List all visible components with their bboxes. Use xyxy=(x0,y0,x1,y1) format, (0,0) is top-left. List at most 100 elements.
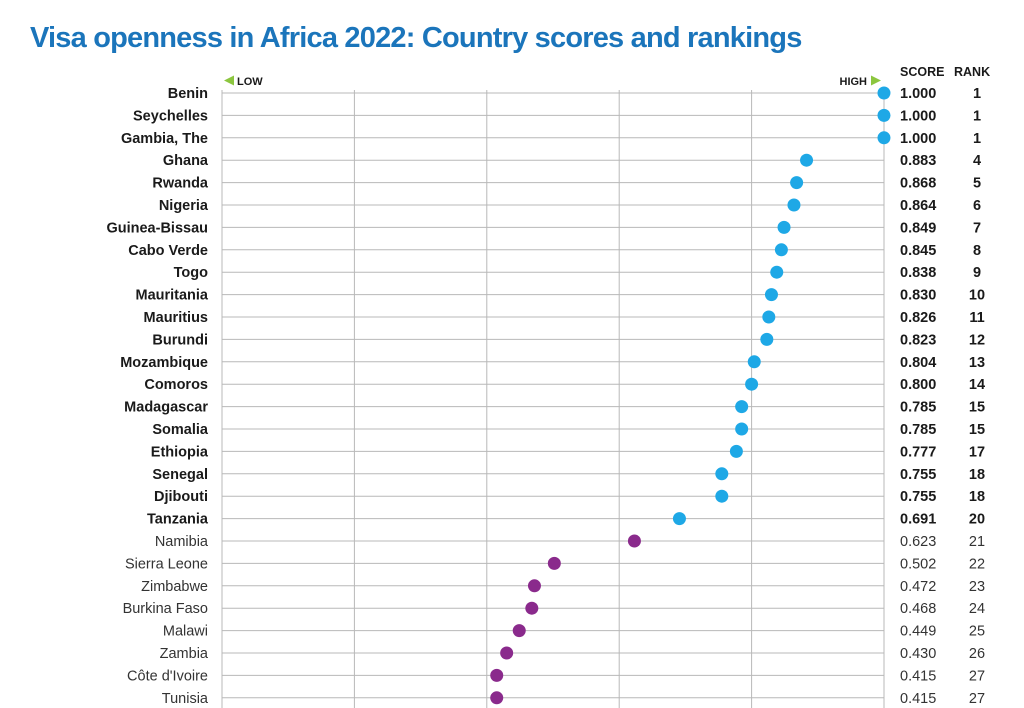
score-dot xyxy=(777,220,791,234)
rank-value: 15 xyxy=(969,400,985,416)
country-label: Mauritius xyxy=(144,310,208,326)
country-label: Zambia xyxy=(160,646,209,662)
score-value: 0.785 xyxy=(900,400,936,416)
score-value: 1.000 xyxy=(900,108,936,124)
score-dot xyxy=(490,668,504,682)
score-value: 0.864 xyxy=(900,198,936,214)
score-dot xyxy=(800,153,814,167)
score-dot xyxy=(764,288,778,302)
high-arrow-icon xyxy=(871,75,881,86)
country-label: Senegal xyxy=(152,467,208,483)
score-value: 0.468 xyxy=(900,601,936,617)
score-dot xyxy=(715,489,729,503)
gridlines xyxy=(221,90,885,708)
rank-value: 8 xyxy=(973,243,981,259)
score-dot xyxy=(760,332,774,346)
score-value: 0.845 xyxy=(900,243,936,259)
rank-value: 1 xyxy=(973,108,981,124)
score-value: 0.826 xyxy=(900,310,936,326)
score-value: 0.823 xyxy=(900,332,936,348)
country-label: Malawi xyxy=(163,624,208,640)
score-value: 0.830 xyxy=(900,288,936,304)
score-value: 0.691 xyxy=(900,512,936,528)
score-dot xyxy=(787,198,801,212)
score-dot xyxy=(762,310,776,324)
score-dot xyxy=(500,646,514,660)
score-dot xyxy=(877,131,891,145)
score-value: 0.755 xyxy=(900,467,936,483)
country-labels: Benin Seychelles Gambia, The Ghana Rwanda Nig… xyxy=(106,86,208,707)
rank-value: 1 xyxy=(973,131,981,147)
score-dot xyxy=(774,243,788,257)
country-label: Cabo Verde xyxy=(128,243,208,259)
chart-title: Visa openness in Africa 2022: Country sc… xyxy=(30,22,802,54)
low-arrow-icon xyxy=(224,75,234,86)
country-label: Togo xyxy=(174,265,208,281)
rank-value: 18 xyxy=(969,489,985,505)
score-dot xyxy=(627,534,641,548)
country-label: Mauritania xyxy=(135,288,208,304)
score-value: 0.449 xyxy=(900,624,936,640)
rank-value: 1 xyxy=(973,86,981,102)
country-label: Côte d'Ivoire xyxy=(127,668,208,684)
rank-value: 21 xyxy=(969,534,985,550)
score-dot xyxy=(527,579,541,593)
score-dots xyxy=(490,86,891,705)
score-dot xyxy=(770,265,784,279)
score-value: 0.804 xyxy=(900,355,936,371)
score-dot xyxy=(877,108,891,122)
low-label-group: LOW xyxy=(224,75,263,88)
country-label: Tanzania xyxy=(147,512,209,528)
score-value: 0.883 xyxy=(900,153,936,169)
score-value: 0.777 xyxy=(900,444,936,460)
country-label: Somalia xyxy=(152,422,209,438)
country-label: Rwanda xyxy=(152,176,209,192)
rank-value: 15 xyxy=(969,422,985,438)
rank-value: 23 xyxy=(969,579,985,595)
score-value: 0.849 xyxy=(900,220,936,236)
country-label: Seychelles xyxy=(133,108,208,124)
rank-value: 7 xyxy=(973,220,981,236)
score-value: 0.800 xyxy=(900,377,936,393)
rank-column-header: RANK xyxy=(954,65,990,79)
score-dot xyxy=(735,400,749,414)
country-label: Sierra Leone xyxy=(125,556,208,572)
country-label: Guinea-Bissau xyxy=(106,220,208,236)
score-value: 0.623 xyxy=(900,534,936,550)
score-value: 0.415 xyxy=(900,668,936,684)
country-label: Ghana xyxy=(163,153,209,169)
score-value: 1.000 xyxy=(900,131,936,147)
rank-value: 12 xyxy=(969,332,985,348)
rank-value: 10 xyxy=(969,288,985,304)
score-dot xyxy=(490,691,504,705)
country-label: Ethiopia xyxy=(151,444,209,460)
country-label: Gambia, The xyxy=(121,131,208,147)
score-value: 0.502 xyxy=(900,556,936,572)
country-label: Djibouti xyxy=(154,489,208,505)
rank-value: 27 xyxy=(969,691,985,707)
country-label: Burundi xyxy=(152,332,208,348)
rank-value: 26 xyxy=(969,646,985,662)
country-label: Zimbabwe xyxy=(141,579,208,595)
country-label: Comoros xyxy=(144,377,208,393)
score-value: 0.755 xyxy=(900,489,936,505)
high-label-group: HIGH xyxy=(840,75,881,88)
rank-value: 4 xyxy=(973,153,981,169)
rank-value: 20 xyxy=(969,512,985,528)
low-label: LOW xyxy=(237,76,263,88)
score-dot xyxy=(790,176,804,190)
score-dot xyxy=(877,86,891,100)
score-dot xyxy=(747,355,761,369)
score-values: 1.000 1.000 1.000 0.883 0.868 0.864 0.849 0.845… xyxy=(900,86,936,707)
high-label: HIGH xyxy=(840,76,868,88)
rank-value: 22 xyxy=(969,556,985,572)
country-label: Madagascar xyxy=(124,400,208,416)
rank-value: 24 xyxy=(969,601,985,617)
rank-value: 18 xyxy=(969,467,985,483)
score-value: 0.430 xyxy=(900,646,936,662)
rank-values: 1114567891011121314151517181820212223242… xyxy=(969,86,985,707)
rank-value: 5 xyxy=(973,176,981,192)
score-dot xyxy=(525,601,539,615)
score-dot xyxy=(745,377,759,391)
